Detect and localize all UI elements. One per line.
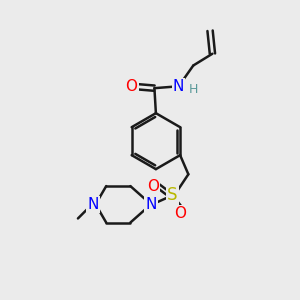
Text: O: O — [174, 206, 186, 221]
Text: H: H — [189, 83, 199, 96]
Text: S: S — [167, 187, 177, 205]
Text: O: O — [125, 79, 137, 94]
Text: O: O — [147, 178, 159, 194]
Text: N: N — [173, 79, 184, 94]
Text: N: N — [88, 197, 99, 212]
Text: N: N — [145, 197, 157, 212]
